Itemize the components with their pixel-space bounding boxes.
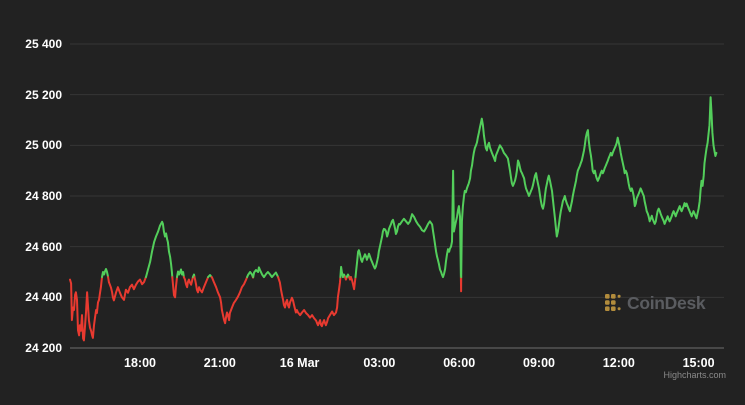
y-axis-label: 25 000 (25, 138, 62, 153)
y-axis-label: 24 800 (25, 189, 62, 203)
highcharts-credit[interactable]: Highcharts.com (663, 370, 726, 380)
y-axis-label: 25 200 (25, 87, 62, 102)
coindesk-icon-dot (617, 294, 621, 298)
price-line-segment (182, 276, 194, 289)
price-line-segment (210, 276, 249, 325)
price-line-segment (144, 220, 174, 279)
coindesk-icon-dot (611, 294, 616, 299)
coindesk-icon-dot (605, 306, 610, 311)
price-line-segment (193, 276, 210, 294)
x-axis-label: 15:00 (682, 356, 715, 370)
price-line-segment (176, 268, 185, 279)
coindesk-icon-dot (611, 306, 616, 311)
coindesk-icon-dot (605, 300, 610, 305)
price-line-segment (349, 276, 357, 291)
price-line-segment (339, 265, 347, 279)
price-line-segment (460, 96, 718, 279)
price-line-segment (69, 276, 103, 342)
y-axis-label: 24 200 (25, 341, 62, 355)
x-axis-label: 16 Mar (279, 356, 320, 370)
coindesk-icon-dot (605, 294, 610, 299)
coindesk-icon-dot (611, 300, 616, 305)
price-line-segment (277, 276, 342, 328)
y-axis-label: 25 400 (25, 37, 62, 51)
x-axis-label: 03:00 (363, 356, 396, 370)
coindesk-wordmark: CoinDesk (627, 292, 706, 313)
price-line-segment (354, 169, 462, 279)
price-line-segment (101, 268, 110, 279)
y-axis-label: 24 600 (25, 239, 62, 254)
price-line-segment (171, 276, 178, 299)
price-line-segment (246, 271, 254, 279)
coindesk-icon (605, 294, 621, 311)
x-axis-label: 09:00 (523, 356, 555, 370)
x-axis-label: 21:00 (203, 356, 236, 370)
coindesk-logo: CoinDesk (604, 292, 706, 314)
y-axis-label: 24 400 (25, 290, 62, 305)
price-line-segment (107, 276, 147, 302)
x-axis-label: 12:00 (602, 356, 635, 370)
price-line-segment (252, 266, 280, 279)
price-line-segment (345, 273, 351, 279)
coindesk-icon-dot (617, 307, 621, 311)
x-axis-label: 18:00 (124, 356, 156, 370)
x-axis-label: 06:00 (443, 356, 476, 370)
